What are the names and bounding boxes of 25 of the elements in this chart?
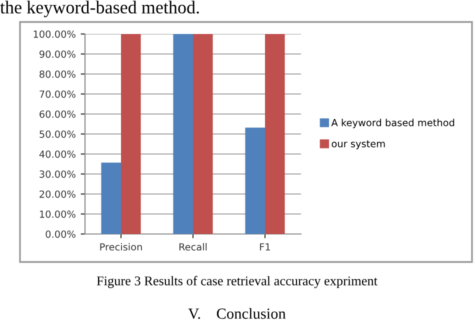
y-tick-label: 10.00% bbox=[40, 210, 76, 218]
x-tick-label: Recall bbox=[179, 243, 207, 251]
x-tick-label: F1 bbox=[260, 243, 270, 250]
y-tick-label: 20.00% bbox=[40, 190, 76, 198]
y-tick-label: 60.00% bbox=[40, 110, 76, 118]
y-tick-label: 0.00% bbox=[46, 230, 76, 238]
bar bbox=[173, 34, 193, 234]
legend-label: our system bbox=[332, 140, 385, 150]
bar bbox=[101, 162, 121, 234]
bar bbox=[193, 34, 213, 234]
text: the keyword-based method. bbox=[0, 0, 199, 18]
bar bbox=[245, 128, 265, 234]
y-tick-label: 80.00% bbox=[40, 70, 76, 78]
y-tick-label: 90.00% bbox=[40, 50, 76, 58]
legend-label: A keyword based method bbox=[331, 118, 454, 128]
y-tick-label: 30.00% bbox=[40, 170, 76, 178]
y-tick-label: 50.00% bbox=[40, 130, 76, 138]
y-tick-label: 100.00% bbox=[34, 30, 76, 38]
x-tick-label: Precision bbox=[100, 243, 142, 251]
bar bbox=[121, 34, 141, 234]
y-tick-label: 40.00% bbox=[39, 150, 76, 158]
bar bbox=[265, 34, 285, 234]
text: V. Conclusion bbox=[188, 308, 286, 319]
caption: Figure 3 Results of case retrieval accuracy expriment bbox=[96, 276, 378, 288]
y-tick-label: 70.00% bbox=[40, 90, 76, 98]
